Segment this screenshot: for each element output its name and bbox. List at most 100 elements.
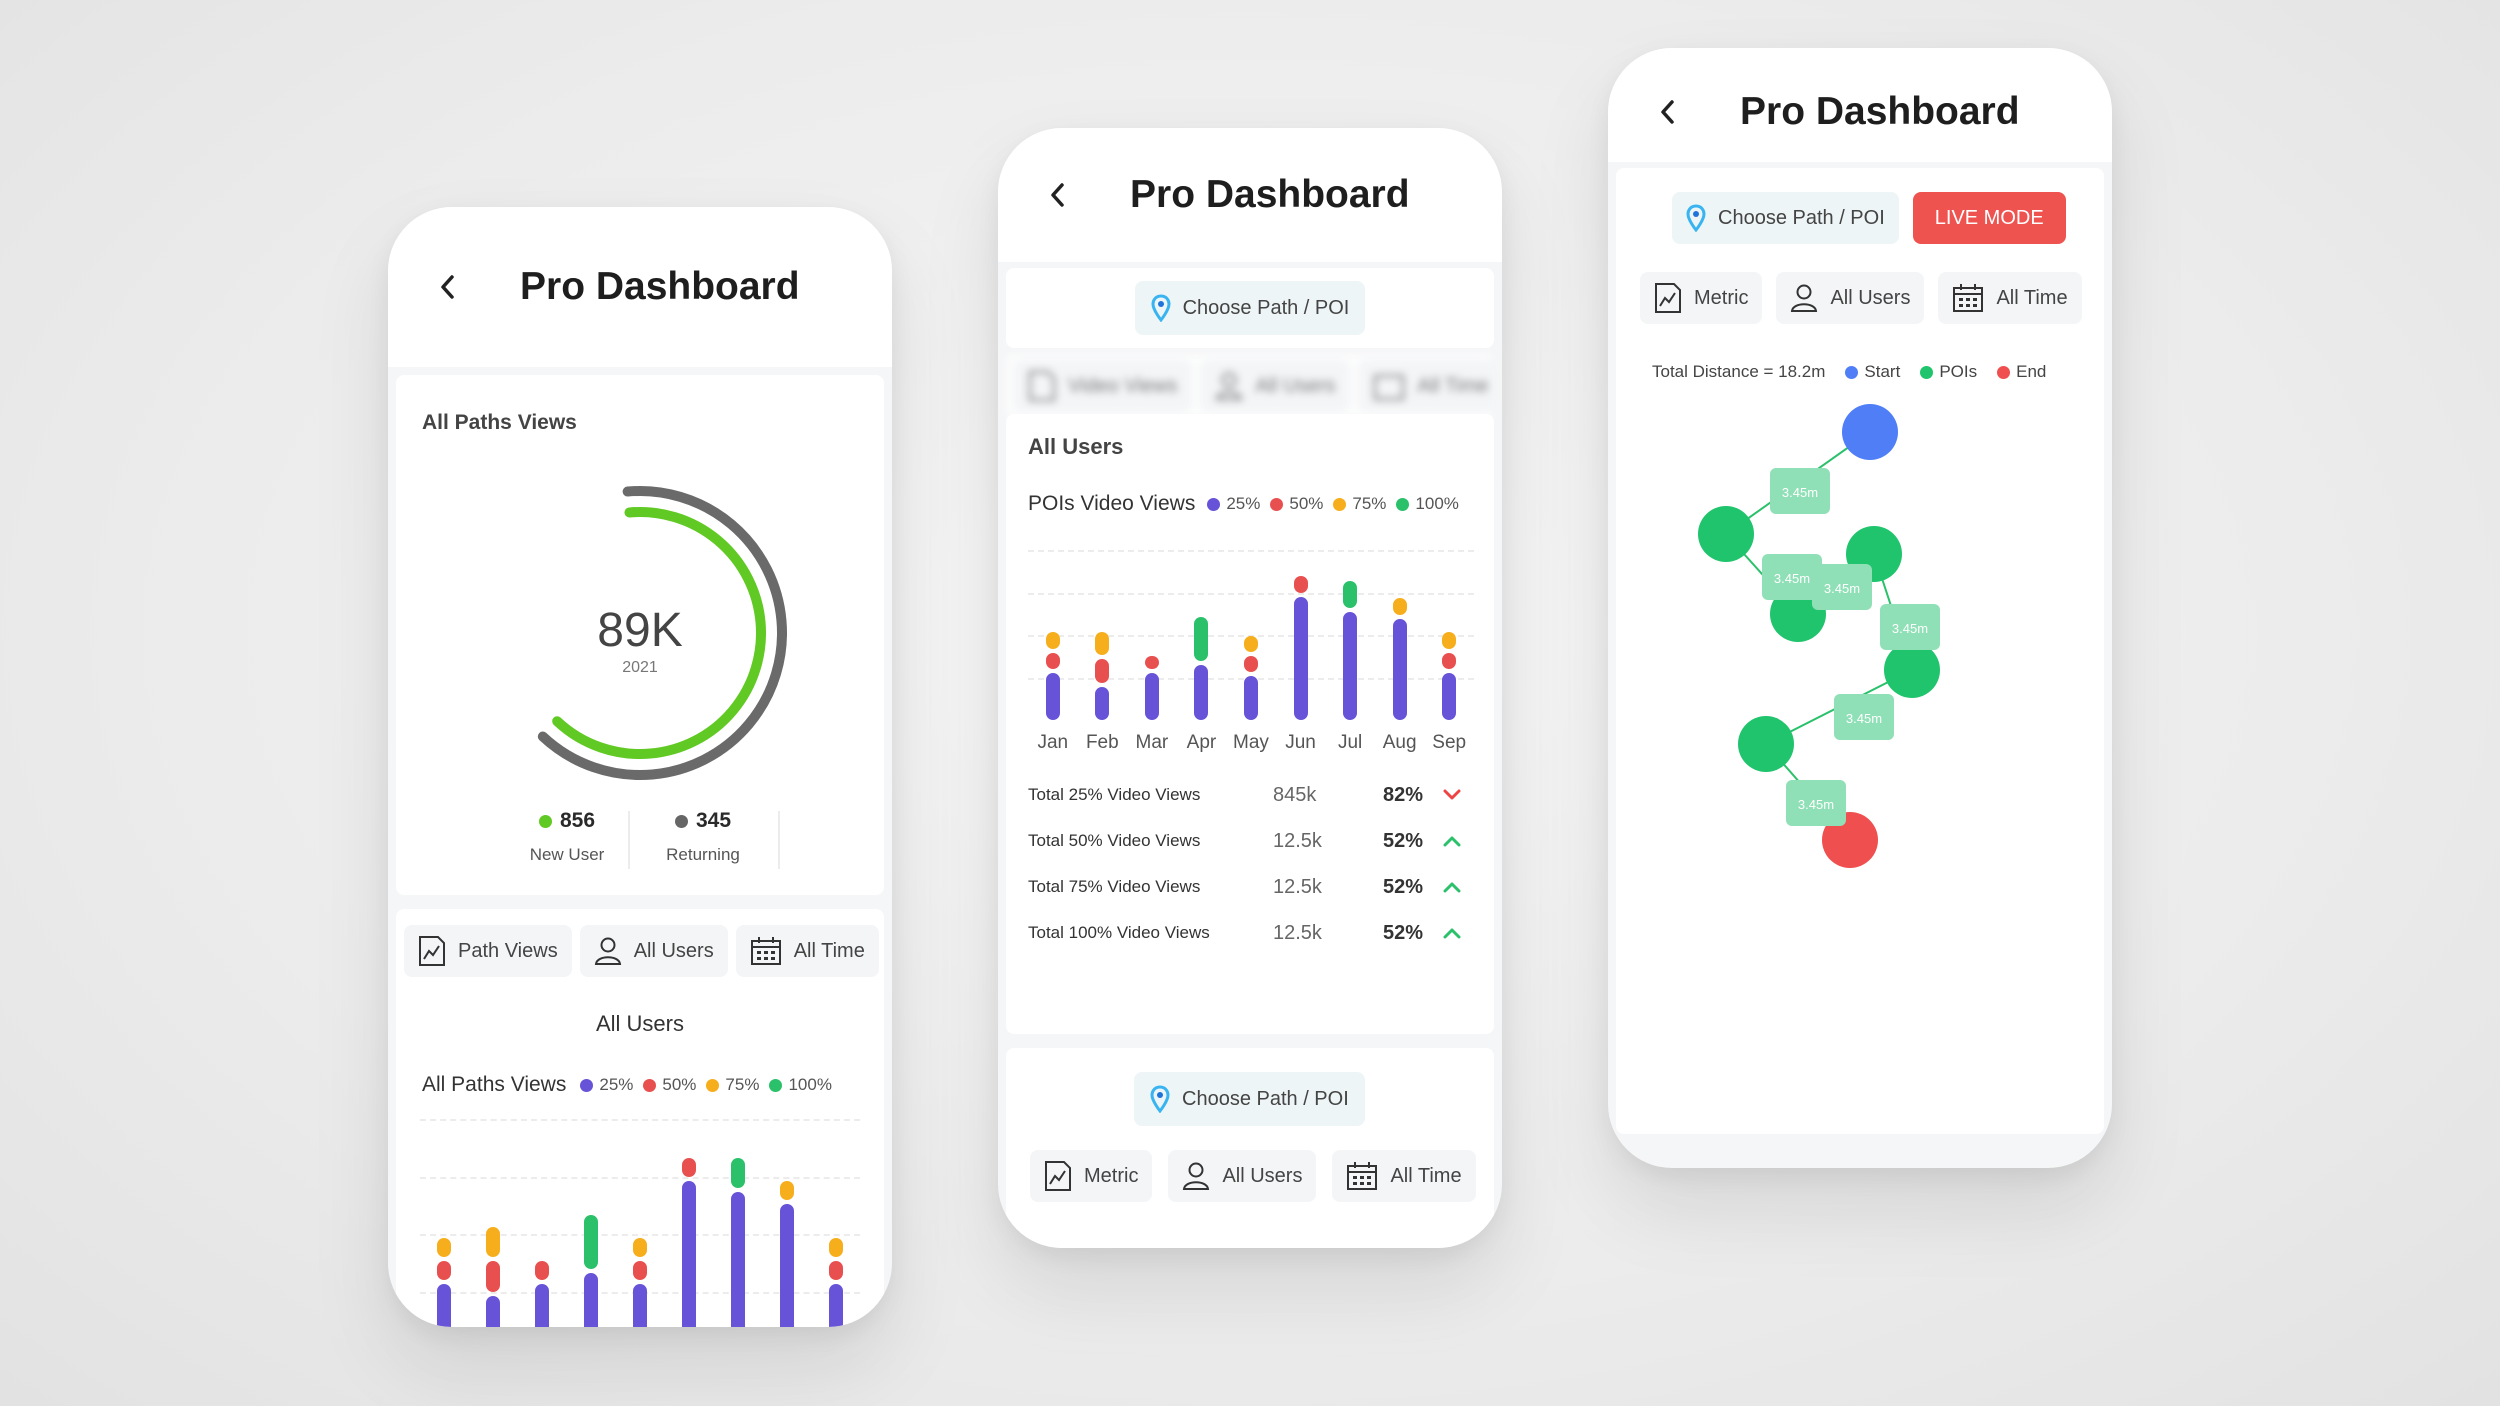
user-icon — [1216, 372, 1243, 400]
choose-path-button[interactable]: Choose Path / POI — [1134, 1072, 1365, 1126]
bar-Mar[interactable] — [1144, 550, 1159, 720]
legend-75: 75% — [706, 1075, 759, 1095]
phone-left: Pro Dashboard All Paths Views 89K 2021 8… — [388, 207, 892, 1327]
phone-middle: Pro Dashboard Choose Path / POI Video Vi… — [998, 128, 1502, 1248]
chart-legend: 25% 50% 75% 100% — [580, 1075, 832, 1095]
all-users-card: Path Views All Users All Time All Users … — [396, 909, 884, 1327]
bar-Apr[interactable] — [1194, 550, 1209, 720]
grid-line — [1028, 550, 1474, 552]
filter-label: Path Views — [458, 939, 558, 962]
all-time-filter[interactable]: All Time — [1359, 360, 1502, 412]
location-pin-icon — [1686, 204, 1706, 232]
chevron-left-icon — [441, 275, 454, 299]
bar-Sep[interactable] — [1442, 550, 1457, 720]
poi-node[interactable] — [1884, 642, 1940, 698]
choose-path-button[interactable]: Choose Path / POI — [1672, 192, 1899, 244]
bar-Feb[interactable] — [1095, 550, 1110, 720]
metric-filter[interactable]: Metric — [1030, 1150, 1153, 1202]
start-node[interactable] — [1842, 404, 1898, 460]
bar-segment-75% — [1095, 632, 1110, 656]
chevron-left-icon — [1051, 183, 1064, 207]
chart-legend: 25% 50% 75% 100% — [1207, 494, 1459, 514]
all-users-filter[interactable]: All Users — [1168, 1150, 1317, 1202]
poi-node[interactable] — [1698, 506, 1754, 562]
page-title: Pro Dashboard — [520, 265, 800, 308]
bar-Jun[interactable] — [1293, 550, 1308, 720]
bar-segment-50% — [1244, 656, 1258, 673]
bar-Jan[interactable] — [1045, 550, 1060, 720]
legend-pois: POIs — [1920, 362, 1977, 382]
video-views-filter[interactable]: Video Views — [1014, 360, 1192, 412]
legend-25: 25% — [580, 1075, 633, 1095]
bar-segment-100% — [584, 1215, 599, 1269]
bar-segment-50% — [486, 1261, 501, 1292]
bar-4[interactable] — [584, 1119, 599, 1327]
poi-node[interactable] — [1738, 716, 1794, 772]
back-button[interactable] — [1038, 175, 1078, 215]
filter-label: Video Views — [1068, 374, 1178, 397]
chevron-up-icon — [1443, 928, 1461, 939]
segment-label: 3.45m — [1786, 780, 1846, 826]
back-button[interactable] — [1648, 92, 1688, 132]
bar-segment-50% — [633, 1261, 647, 1280]
returning-ring — [493, 486, 787, 780]
returning-dot — [674, 814, 688, 828]
all-users-filter[interactable]: All Users — [1201, 360, 1350, 412]
path-views-filter[interactable]: Path Views — [404, 925, 572, 977]
bar-segment-25% — [535, 1284, 550, 1327]
x-tick-label: Jul — [1337, 732, 1363, 753]
bar-segment-25% — [1194, 664, 1209, 720]
choose-path-button[interactable]: Choose Path / POI — [1134, 281, 1366, 335]
bar-1[interactable] — [437, 1119, 452, 1327]
metric-filter[interactable]: Metric — [1640, 272, 1763, 324]
filter-label: All Users — [633, 939, 714, 962]
bar-segment-100% — [1343, 581, 1358, 608]
bar-7[interactable] — [730, 1119, 745, 1327]
bar-segment-50% — [535, 1261, 550, 1280]
bar-6[interactable] — [681, 1119, 696, 1327]
bar-segment-25% — [633, 1284, 647, 1327]
grid-line — [420, 1234, 860, 1236]
bar-5[interactable] — [633, 1119, 647, 1327]
all-time-filter[interactable]: All Time — [735, 925, 879, 977]
svg-text:3.45m: 3.45m — [1892, 621, 1928, 636]
bar-Aug[interactable] — [1392, 550, 1407, 720]
back-button[interactable] — [428, 267, 468, 307]
x-tick-label: Apr — [1186, 732, 1217, 753]
filter-label: All Time — [1390, 1164, 1462, 1187]
bar-2[interactable] — [486, 1119, 501, 1327]
chevron-up-icon — [1443, 836, 1461, 847]
bar-segment-75% — [828, 1238, 843, 1257]
all-users-filter[interactable]: All Users — [1776, 272, 1925, 324]
bar-3[interactable] — [535, 1119, 550, 1327]
stat-new-user: 856 New User — [506, 809, 628, 865]
chevron-down-icon — [1443, 789, 1461, 800]
bar-8[interactable] — [779, 1119, 794, 1327]
all-time-filter[interactable]: All Time — [1332, 1150, 1476, 1202]
bar-segment-50% — [1442, 652, 1457, 669]
new-user-dot — [538, 814, 552, 828]
location-pin-icon — [1151, 294, 1171, 322]
bar-May[interactable] — [1244, 550, 1258, 720]
svg-text:3.45m: 3.45m — [1824, 581, 1860, 596]
all-users-filter[interactable]: All Users — [579, 925, 728, 977]
bar-segment-50% — [1095, 659, 1110, 683]
grid-line — [420, 1119, 860, 1121]
calendar-icon — [1374, 375, 1405, 400]
filter-label: All Users — [1830, 286, 1911, 309]
x-tick-label: Aug — [1382, 732, 1417, 753]
map-legend-row: Total Distance = 18.2m Start POIs End — [1652, 362, 2046, 382]
total-percent: 52% — [1383, 921, 1424, 944]
all-time-filter[interactable]: All Time — [1938, 272, 2082, 324]
filter-label: All Users — [1222, 1164, 1303, 1187]
bar-9[interactable] — [828, 1119, 843, 1327]
app-header: Pro Dashboard — [998, 128, 1502, 262]
calendar-icon — [1953, 284, 1984, 312]
total-value: 12.5k — [1273, 921, 1322, 944]
total-label: Total 100% Video Views — [1028, 923, 1210, 942]
live-mode-button[interactable]: LIVE MODE — [1912, 192, 2066, 244]
total-percent: 82% — [1383, 783, 1424, 806]
x-axis-labels: Jan Feb Mar Apr May Jun Jul Aug Sep — [1028, 732, 1474, 762]
chart-header: All Paths Views 25% 50% 75% 100% — [422, 1073, 832, 1097]
bar-Jul[interactable] — [1343, 550, 1358, 720]
